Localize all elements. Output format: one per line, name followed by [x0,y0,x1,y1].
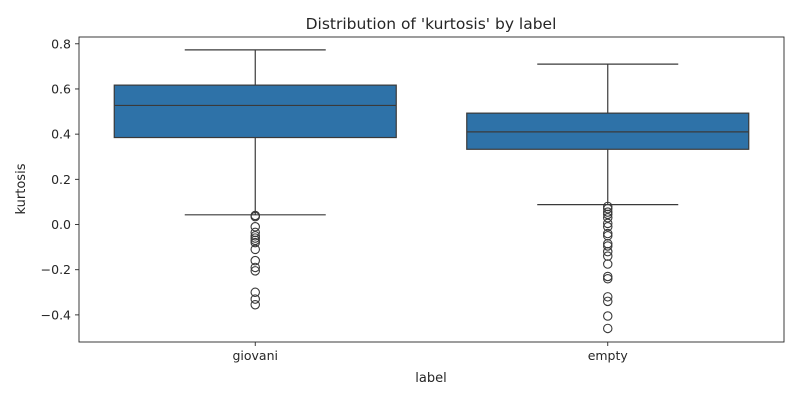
outlier-point [602,246,613,257]
outlier-point [250,211,261,222]
box-group-giovani [113,49,397,310]
outlier-point [602,241,613,251]
outlier-point [250,244,261,255]
y-tick-label: 0.2 [51,172,71,187]
y-tick-label: 0.6 [51,81,71,96]
outlier-point [602,228,613,239]
y-tick-label: 0.8 [51,36,71,51]
outlier-point [250,222,261,232]
y-tick-label: 0.0 [51,217,71,232]
outlier-point [250,255,261,266]
outlier-point [602,207,613,217]
outlier-point [602,273,613,284]
outlier-point [250,233,261,243]
x-tick-label: empty [588,348,629,363]
x-tick-label: giovani [232,348,278,363]
iqr-box [466,112,750,150]
outlier-point [602,212,613,223]
outlier-point [602,203,613,214]
y-tick-label: −0.2 [41,262,71,277]
x-axis-label: label [415,371,446,386]
outlier-point [250,235,261,246]
outlier-point [602,311,613,321]
y-tick-label: −0.4 [41,307,71,322]
y-axis-label: kurtosis [14,163,29,214]
outlier-point [602,323,613,334]
outlier-point [602,209,613,220]
outlier-point [250,299,261,310]
outlier-point [250,237,261,248]
outlier-point [602,296,613,307]
outlier-point [602,222,613,232]
chart-title: Distribution of 'kurtosis' by label [306,15,557,33]
y-tick-label: 0.4 [51,127,71,142]
outlier-point [250,262,261,273]
outlier-point [602,218,613,229]
iqr-box [113,84,397,139]
box-group-empty [466,63,750,334]
plot-frame [78,36,785,343]
outlier-point [250,294,261,304]
outlier-point [602,259,613,269]
outlier-point [250,287,261,298]
plot-area: giovani empty −0.4 −0.2 0.0 0.2 0.4 0.6 0.8 [41,36,750,363]
outlier-point [602,271,613,282]
outlier-point [250,231,261,241]
outlier-point [602,292,613,302]
outlier-point [250,266,261,276]
